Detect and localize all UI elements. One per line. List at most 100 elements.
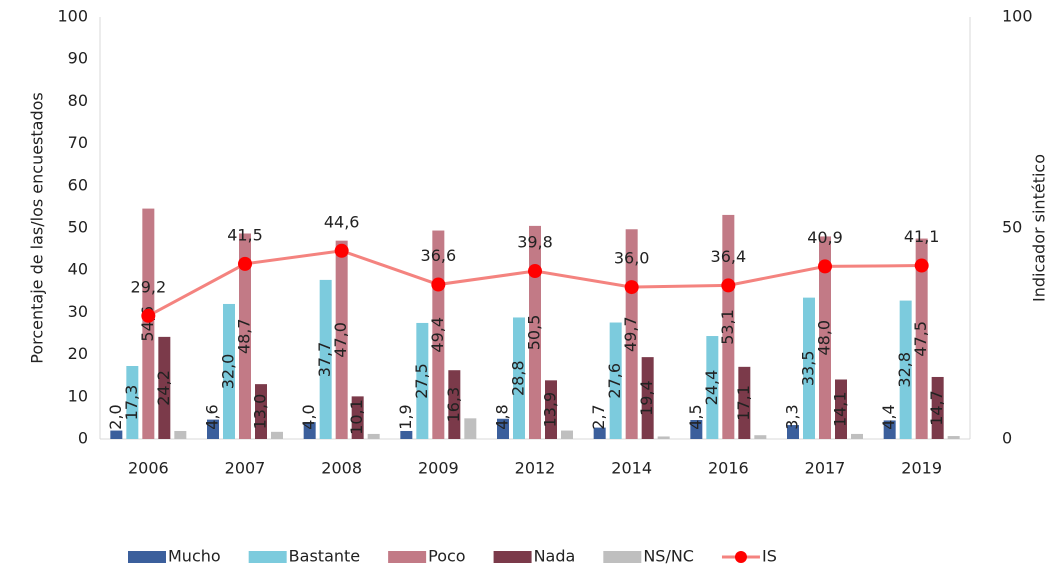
data-label: 36,6 — [421, 246, 457, 265]
legend-label: Poco — [428, 547, 465, 566]
x-tick-label: 2019 — [901, 459, 942, 478]
line-marker — [141, 308, 156, 323]
bar — [303, 422, 316, 439]
line-marker — [431, 277, 446, 292]
bar — [787, 425, 799, 439]
bar — [367, 433, 380, 439]
bar — [174, 430, 187, 439]
y2-tick-label: 50 — [1002, 218, 1022, 237]
x-tick-label: 2007 — [225, 459, 266, 478]
y-tick-label: 40 — [68, 260, 88, 279]
legend-swatch — [248, 551, 287, 563]
bar — [142, 208, 155, 439]
x-tick-label: 2009 — [418, 459, 459, 478]
data-label: 41,1 — [904, 227, 940, 246]
legend-label: NS/NC — [643, 547, 694, 566]
data-label: 47,0 — [331, 322, 350, 358]
y-axis-label: Porcentaje de las/los encuestados — [28, 92, 47, 364]
y-tick-label: 20 — [68, 344, 88, 363]
legend-swatch — [493, 551, 532, 563]
y-tick-label: 50 — [68, 218, 88, 237]
bar — [947, 436, 960, 439]
bar — [207, 419, 219, 439]
data-label: 14,7 — [927, 390, 946, 426]
bar — [641, 357, 654, 439]
line-marker — [238, 256, 252, 271]
bar — [351, 396, 364, 439]
data-label: 40,9 — [807, 228, 843, 247]
bar — [513, 317, 525, 439]
bar — [931, 376, 944, 439]
data-label: 1,9 — [396, 404, 415, 429]
bar — [883, 420, 896, 439]
data-label: 32,0 — [219, 354, 238, 390]
y-tick-label: 70 — [68, 133, 88, 152]
y2-tick-label: 0 — [1002, 429, 1012, 448]
data-label: 53,1 — [718, 309, 737, 345]
data-label: 4,4 — [879, 404, 898, 429]
bar — [899, 300, 912, 439]
line-marker — [334, 243, 349, 258]
line-marker — [721, 278, 736, 293]
bar — [803, 297, 815, 439]
data-label: 13,0 — [251, 394, 270, 430]
bar — [497, 418, 509, 439]
bar — [400, 430, 413, 439]
x-tick-label: 2017 — [805, 459, 846, 478]
data-label: 41,5 — [227, 225, 263, 244]
bar — [319, 279, 332, 439]
y-tick-label: 30 — [68, 302, 88, 321]
data-label: 4,0 — [299, 404, 318, 429]
data-label: 17,3 — [122, 385, 141, 421]
data-label: 36,0 — [614, 249, 650, 268]
data-label: 36,4 — [711, 247, 747, 266]
bar — [706, 336, 719, 439]
bar — [255, 384, 267, 439]
data-label: 16,3 — [444, 387, 463, 423]
line-marker — [528, 264, 542, 279]
bar — [561, 430, 573, 439]
legend-swatch — [388, 551, 427, 563]
bar — [915, 238, 928, 439]
data-label: 29,2 — [131, 277, 167, 296]
data-label: 48,7 — [235, 318, 254, 354]
bar — [545, 380, 557, 439]
bar — [722, 214, 735, 439]
bar — [416, 322, 429, 439]
bar — [835, 379, 847, 439]
line-marker — [818, 259, 832, 274]
data-label: 49,7 — [621, 316, 640, 352]
data-label: 14,1 — [831, 391, 850, 427]
data-label: 24,4 — [702, 370, 721, 406]
data-label: 4,6 — [203, 404, 222, 429]
data-label: 27,6 — [605, 363, 624, 399]
y2-tick-label: 100 — [1002, 7, 1033, 26]
line-marker — [914, 258, 929, 273]
data-label: 2,7 — [589, 404, 608, 429]
data-label: 3,3 — [783, 404, 802, 429]
x-tick-label: 2006 — [128, 459, 169, 478]
x-tick-label: 2012 — [515, 459, 556, 478]
legend-label: Mucho — [168, 547, 221, 566]
bar — [609, 322, 622, 439]
data-label: 19,4 — [637, 380, 656, 416]
x-tick-label: 2014 — [611, 459, 652, 478]
legend-swatch — [128, 551, 166, 563]
y-tick-label: 80 — [68, 91, 88, 110]
legend-marker — [734, 551, 747, 563]
line-marker — [624, 280, 639, 295]
bar — [690, 420, 703, 439]
bar — [158, 336, 171, 439]
data-label: 13,9 — [541, 392, 560, 428]
bar — [239, 233, 251, 439]
data-label: 27,5 — [412, 363, 431, 399]
data-label: 2,0 — [106, 404, 125, 429]
y-tick-label: 10 — [68, 386, 88, 405]
data-label: 10,1 — [347, 399, 366, 435]
data-label: 4,8 — [493, 404, 512, 429]
data-label: 44,6 — [324, 212, 360, 231]
data-label: 49,4 — [428, 317, 447, 353]
data-label: 32,8 — [895, 352, 914, 388]
x-tick-label: 2016 — [708, 459, 749, 478]
